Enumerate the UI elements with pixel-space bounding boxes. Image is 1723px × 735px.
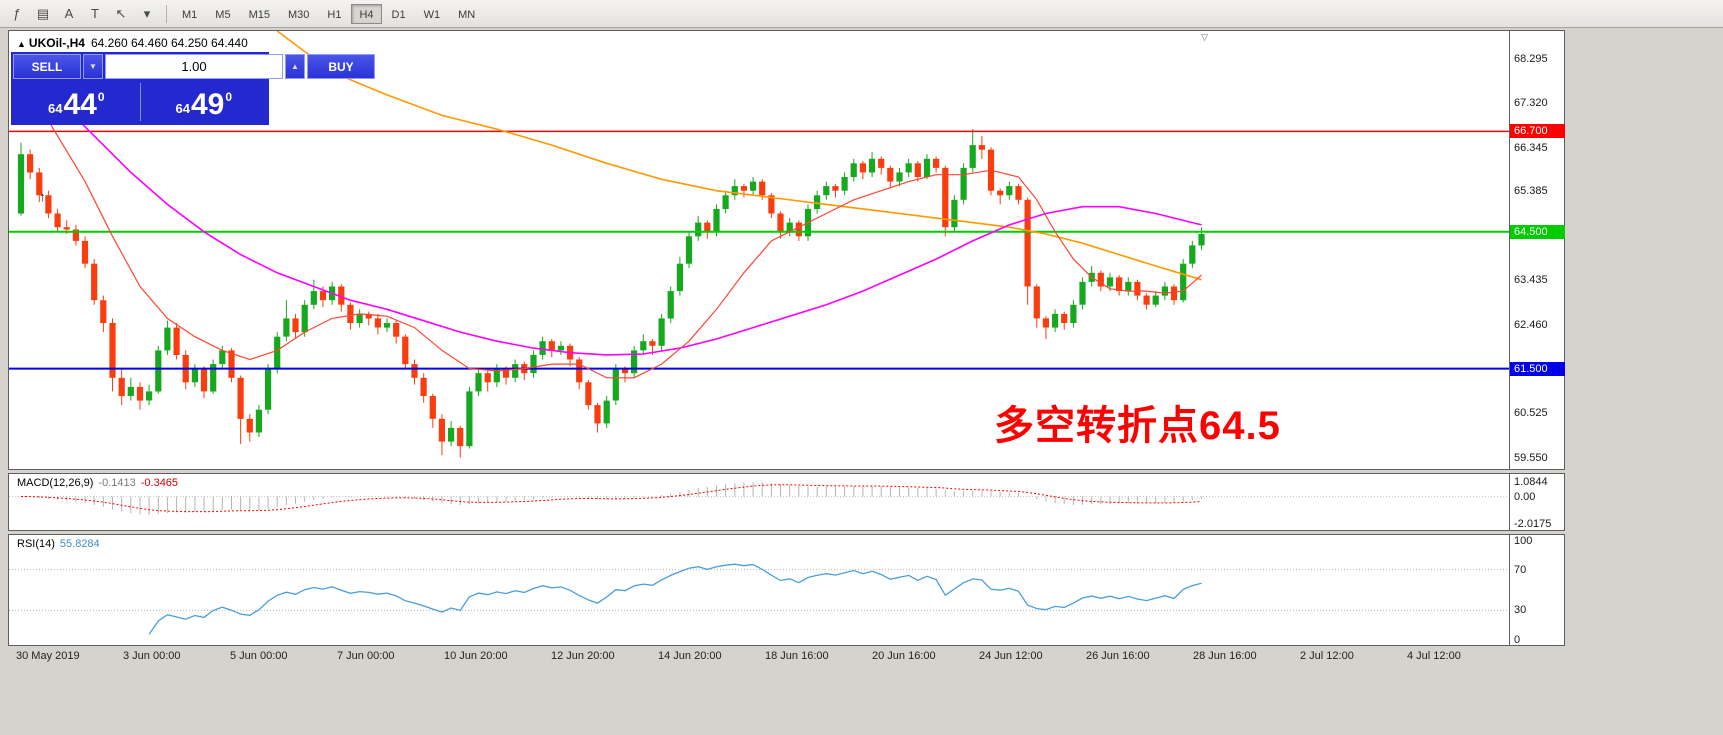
workspace-gutter [1566,29,1723,735]
rsi-tick: 0 [1514,634,1521,646]
time-axis-label: 20 Jun 16:00 [872,650,936,662]
timeframe-button-h4[interactable]: H4 [351,3,382,24]
macd-scale[interactable]: 1.0844 0.00 -2.0175 [1509,474,1564,530]
chart-shift-marker[interactable]: ▽ [1201,32,1208,42]
macd-tick: 1.0844 [1514,475,1548,488]
price-tick: 62.460 [1514,318,1548,331]
macd-main-value: -0.1413 [98,477,136,489]
main-toolbar: ƒ ▤ A T ↖ ▾ M1 M5 M15 M30 H1 H4 D1 W1 MN [0,0,1723,28]
rsi-plot-area[interactable]: RSI(14) 55.8284 [9,535,1509,645]
time-axis-label: 7 Jun 00:00 [337,650,395,662]
timeframe-button-w1[interactable]: W1 [423,8,441,21]
arrow-annotation: ↑ [39,189,46,204]
time-axis-label: 10 Jun 20:00 [444,650,508,662]
text-box-icon[interactable]: T [91,6,99,21]
sell-price[interactable]: 64 44 0 [13,81,140,123]
sell-price-small: 64 [47,101,63,116]
timeframe-button-m5[interactable]: M5 [215,8,231,21]
objects-list-icon[interactable]: ▤ [36,5,50,21]
buy-price-big: 49 [190,88,225,121]
macd-tick: -2.0175 [1514,518,1552,531]
time-axis-label: 18 Jun 16:00 [765,650,829,662]
timeframe-button-h1[interactable]: H1 [327,8,342,21]
macd-chart [9,474,1509,530]
time-axis-label: 24 Jun 12:00 [979,650,1043,662]
rsi-value: 55.8284 [59,538,100,550]
price-tick: 60.525 [1514,407,1548,420]
collapse-triangle-icon[interactable]: ▲ [17,39,26,49]
macd-plot-area[interactable]: MACD(12,26,9) -0.1413 -0.3465 [9,474,1509,530]
sell-price-sup: 0 [97,90,105,104]
time-axis-label: 4 Jul 12:00 [1407,650,1461,662]
timeframe-button-m1[interactable]: M1 [182,8,198,21]
timeframe-button-d1[interactable]: D1 [391,8,406,21]
timeframe-button-m15[interactable]: M15 [248,8,270,21]
time-axis-label: 14 Jun 20:00 [658,650,722,662]
ohlc-quote-label: 64.260 64.460 64.250 64.440 [90,36,248,50]
macd-panel: MACD(12,26,9) -0.1413 -0.3465 1.0844 0.00 -2… [8,473,1565,531]
sell-button[interactable]: SELL [13,54,81,79]
macd-title: MACD(12,26,9) [17,477,94,489]
time-axis-label: 28 Jun 16:00 [1193,650,1257,662]
price-scale[interactable]: 68.295 67.320 66.345 65.385 63.435 62.460 60.5… [1509,31,1565,469]
macd-label: MACD(12,26,9) -0.1413 -0.3465 [17,477,178,489]
rsi-scale[interactable]: 100 70 30 0 [1509,535,1564,646]
time-axis[interactable]: 30 May 2019 3 Jun 00:00 5 Jun 00:00 7 Jun 0… [8,646,1565,666]
timeframe-button-mn[interactable]: MN [458,8,476,21]
candlestick-chart[interactable] [9,31,1509,469]
rsi-tick: 70 [1514,563,1527,576]
buy-price-sup: 0 [225,90,233,104]
price-divider [139,83,141,121]
volume-increase-button[interactable]: ▲ [285,54,305,79]
sell-price-big: 44 [63,88,97,121]
volume-input[interactable] [105,54,283,79]
toolbar-separator [166,4,167,23]
chart-plot-area[interactable]: ▲ UKOil-,H4 64.260 64.460 64.250 64.440 SE… [9,31,1509,469]
price-tick: 63.435 [1514,274,1548,287]
rsi-tick: 30 [1514,604,1527,617]
time-axis-label: 12 Jun 20:00 [551,650,615,662]
buy-price-small: 64 [175,101,190,116]
rsi-chart [9,535,1509,645]
text-label-icon[interactable]: A [64,6,74,21]
macd-tick: 0.00 [1514,490,1536,503]
symbol-period-label: UKOil-,H4 [28,36,85,50]
volume-decrease-button[interactable]: ▼ [83,54,103,79]
price-tick: 59.550 [1514,451,1548,464]
toolbar-icon-group: ƒ ▤ A T ↖ ▾ [4,3,160,25]
time-axis-label: 30 May 2019 [16,650,80,662]
price-level-badge: 61.500 [1510,361,1565,376]
chart-annotation-text: 多空转折点64.5 [994,404,1281,448]
dropdown-chevron-icon[interactable]: ▾ [143,5,151,21]
price-level-badge: 64.500 [1510,224,1565,239]
buy-price[interactable]: 64 49 0 [141,81,268,123]
timeframe-group: M1 M5 M15 M30 H1 H4 D1 W1 MN [173,3,484,24]
price-tick: 65.385 [1514,185,1548,198]
time-axis-label: 2 Jul 12:00 [1300,650,1354,662]
timeframe-button-m30[interactable]: M30 [287,8,310,21]
chart-header: ▲ UKOil-,H4 64.260 64.460 64.250 64.440 [17,36,248,50]
panel-splitter[interactable] [8,470,1565,473]
time-axis-label: 3 Jun 00:00 [123,650,181,662]
time-axis-label: 5 Jun 00:00 [230,650,288,662]
time-axis-label: 26 Jun 16:00 [1086,650,1150,662]
price-tick: 67.320 [1514,97,1548,110]
main-chart-panel: ▲ UKOil-,H4 64.260 64.460 64.250 64.440 SE… [8,30,1565,470]
rsi-tick: 100 [1514,535,1533,547]
price-tick: 68.295 [1514,52,1548,65]
macd-signal-value: -0.3465 [140,477,179,489]
buy-button[interactable]: BUY [307,54,375,79]
rsi-label: RSI(14) 55.8284 [17,538,100,550]
panel-splitter[interactable] [8,531,1565,534]
indicators-icon[interactable]: ƒ [13,6,21,21]
price-level-badge: 66.700 [1510,124,1565,139]
cursor-tool-icon[interactable]: ↖ [115,5,127,21]
rsi-panel: RSI(14) 55.8284 100 70 30 0 [8,534,1565,646]
price-tick: 66.345 [1514,141,1548,154]
rsi-title: RSI(14) [17,538,55,550]
